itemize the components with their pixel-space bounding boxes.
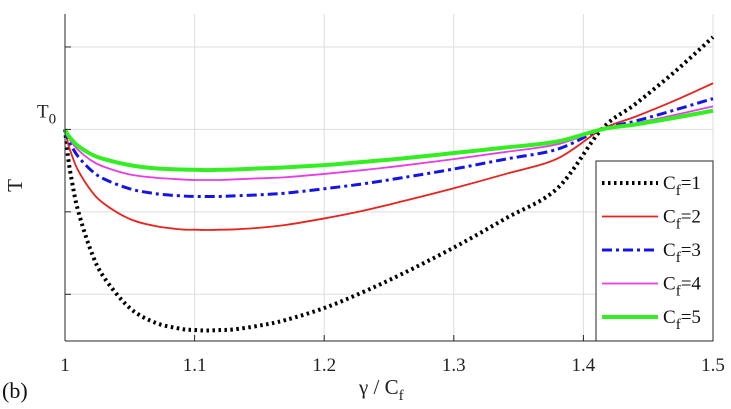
legend-label-cf3: Cf=3 xyxy=(663,240,701,266)
x-tick-label: 1.5 xyxy=(701,355,725,376)
legend: Cf=1 Cf=2 Cf=3 Cf=4 Cf=5 xyxy=(595,160,714,342)
series-lines xyxy=(63,35,715,333)
x-tick-label: 1.2 xyxy=(312,355,336,376)
legend-label-cf4: Cf=4 xyxy=(663,274,701,300)
x-tick-label: 1.3 xyxy=(442,355,466,376)
legend-label-cf2: Cf=2 xyxy=(663,207,701,233)
series-line-cf4 xyxy=(64,105,714,181)
x-tick-label: 1.4 xyxy=(572,355,596,376)
y-axis-label: T xyxy=(3,179,27,192)
x-tick-label: 1.1 xyxy=(183,355,207,376)
panel-label: (b) xyxy=(2,378,28,403)
series-line-cf2 xyxy=(64,82,714,231)
x-axis-label: γ / Cf xyxy=(358,375,404,404)
legend-box xyxy=(595,160,714,342)
x-tick-label: 1 xyxy=(60,355,70,376)
tick-labels: 1 1.1 1.2 1.3 1.4 1.5 T0 γ / Cf T xyxy=(3,101,725,404)
series-line-cf3 xyxy=(63,97,714,198)
legend-label-cf5: Cf=5 xyxy=(663,307,701,333)
y-tick-label-t0: T0 xyxy=(37,101,56,127)
legend-label-cf1: Cf=1 xyxy=(663,173,701,199)
series-line-cf5 xyxy=(63,108,714,173)
